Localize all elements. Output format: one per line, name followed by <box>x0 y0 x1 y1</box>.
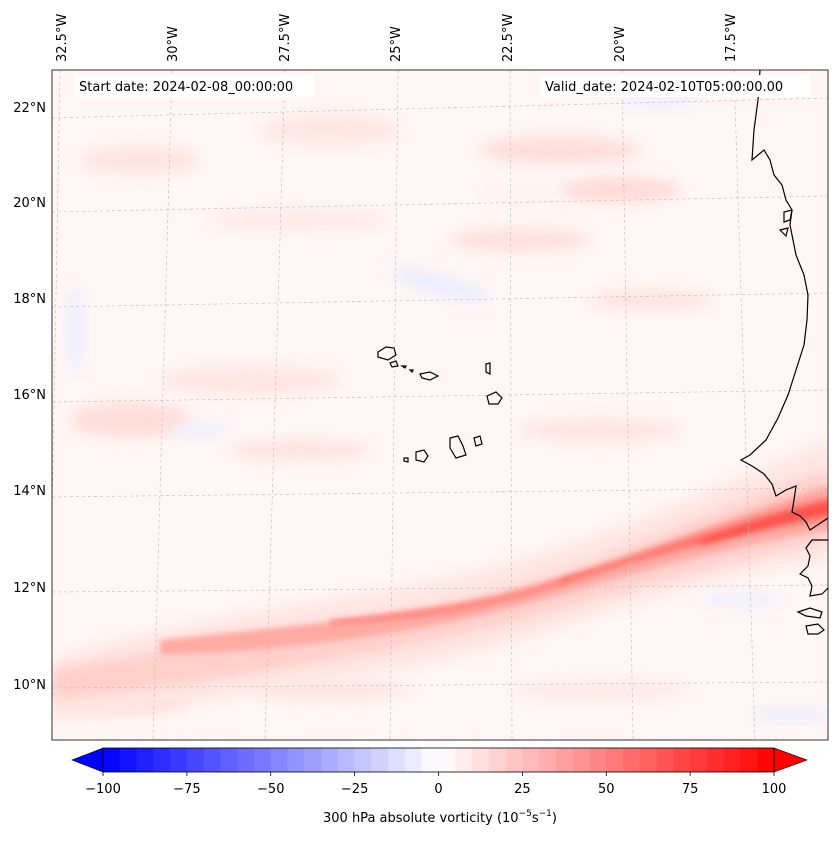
colorbar-tick-label: −100 <box>85 782 121 797</box>
lon-label: 25°W <box>389 26 404 62</box>
lat-label: 14°N <box>13 484 46 499</box>
lat-label: 20°N <box>13 196 46 211</box>
latitude-labels: 22°N 20°N 18°N 16°N 14°N 12°N 10°N <box>13 101 46 693</box>
colorbar-swatch <box>572 748 591 772</box>
colorbar-swatch <box>186 748 205 772</box>
colorbar-ticks: −100 −75 −50 −25 0 25 50 75 100 <box>85 772 786 797</box>
start-date-label: Start date: 2024-02-08_00:00:00 <box>79 80 293 95</box>
colorbar-swatch <box>690 748 708 772</box>
lat-label: 18°N <box>13 292 46 307</box>
colorbar-swatch <box>253 748 272 772</box>
colorbar-swatch <box>371 748 389 772</box>
colorbar-swatch <box>438 748 456 772</box>
colorbar-swatch <box>321 748 339 772</box>
colorbar-swatch <box>220 748 238 772</box>
colorbar-swatch <box>421 748 440 772</box>
colorbar-swatch <box>119 748 138 772</box>
colorbar-low-extend <box>71 747 104 773</box>
colorbar-swatch <box>237 748 255 772</box>
cape-verde-islands <box>377 346 503 463</box>
colorbar-tick-label: 50 <box>598 782 615 797</box>
colorbar-swatch <box>170 748 188 772</box>
lon-label: 22.5°W <box>501 14 516 62</box>
map-panel <box>52 70 828 740</box>
valid-date-label: Valid_date: 2024-02-10T05:00:00.00 <box>545 80 783 95</box>
colorbar-swatch <box>354 748 372 772</box>
colorbar: −100 −75 −50 −25 0 25 50 75 100 300 hPa absolute… <box>71 747 808 826</box>
colorbar-swatch <box>757 748 775 772</box>
colorbar-swatch <box>555 748 574 772</box>
lon-label: 17.5°W <box>724 14 739 62</box>
colorbar-swatch <box>136 748 154 772</box>
colorbar-swatch <box>639 748 658 772</box>
colorbar-swatch <box>337 748 356 772</box>
colorbar-tick-label: 100 <box>762 782 787 797</box>
colorbar-swatch <box>505 748 523 772</box>
colorbar-label: 300 hPa absolute vorticity (10−5s−1) <box>323 809 557 826</box>
colorbar-tick-label: 0 <box>434 782 442 797</box>
colorbar-tick-label: −25 <box>341 782 368 797</box>
colorbar-swatch <box>304 748 322 772</box>
colorbar-swatch <box>706 748 725 772</box>
gridlines <box>52 70 828 740</box>
colorbar-swatch <box>103 748 121 772</box>
colorbar-swatch <box>606 748 624 772</box>
colorbar-tick-label: 25 <box>514 782 531 797</box>
colorbar-swatch <box>388 748 406 772</box>
colorbar-swatch <box>656 748 674 772</box>
colorbar-swatch <box>589 748 607 772</box>
lat-label: 22°N <box>13 101 46 116</box>
coastline <box>739 70 828 635</box>
lat-label: 16°N <box>13 388 46 403</box>
colorbar-swatch <box>673 748 691 772</box>
colorbar-swatch <box>723 748 742 772</box>
colorbar-swatch <box>153 748 171 772</box>
lon-label: 32.5°W <box>55 14 70 62</box>
map-frame <box>51 69 829 741</box>
colorbar-swatch <box>270 748 289 772</box>
colorbar-swatch <box>404 748 423 772</box>
colorbar-swatch <box>287 748 305 772</box>
colorbar-swatch <box>539 748 557 772</box>
colorbar-tick-label: −75 <box>173 782 200 797</box>
colorbar-swatch <box>203 748 222 772</box>
colorbar-swatch <box>472 748 490 772</box>
colorbar-tick-label: −50 <box>257 782 284 797</box>
lat-label: 12°N <box>13 581 46 596</box>
valid-date-box <box>540 75 810 97</box>
colorbar-swatch <box>740 748 758 772</box>
colorbar-swatch <box>623 748 641 772</box>
longitude-labels: 32.5°W 30°W 27.5°W 25°W 22.5°W 20°W 17.5… <box>55 14 739 62</box>
lon-label: 27.5°W <box>278 14 293 62</box>
lon-label: 20°W <box>613 26 628 62</box>
colorbar-swatch <box>455 748 473 772</box>
colorbar-swatches <box>103 748 775 772</box>
colorbar-swatch <box>522 748 540 772</box>
colorbar-tick-label: 75 <box>682 782 699 797</box>
colorbar-swatch <box>488 748 507 772</box>
colorbar-high-extend <box>773 747 808 773</box>
start-date-box <box>74 75 314 97</box>
lat-label: 10°N <box>13 678 46 693</box>
lon-label: 30°W <box>166 26 181 62</box>
